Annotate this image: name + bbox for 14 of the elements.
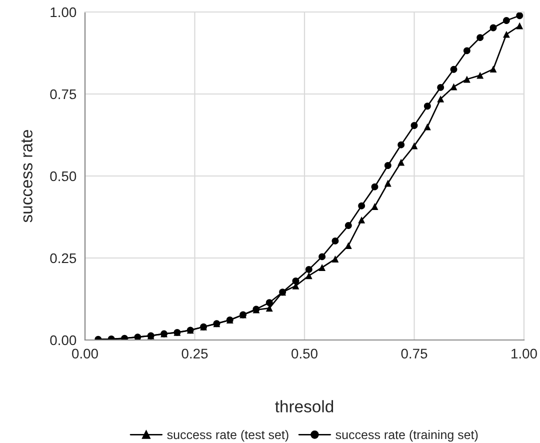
y-tick-label: 0.25 (50, 253, 76, 264)
y-axis-title: success rate (22, 130, 32, 222)
y-tick-label: 1.00 (50, 7, 76, 18)
x-axis-title: thresold (275, 400, 334, 412)
legend-label: success rate (training set) (336, 430, 478, 442)
x-tick-label: 0.75 (401, 348, 428, 359)
x-tick-label: 0.00 (72, 348, 98, 359)
y-tick-label: 0.00 (50, 335, 76, 346)
x-tick-label: 0.25 (182, 348, 208, 359)
legend-label: success rate (test set) (167, 430, 288, 442)
y-tick-label: 0.75 (50, 89, 76, 100)
x-tick-label: 1.00 (512, 348, 537, 359)
x-tick-label: 0.50 (292, 348, 318, 359)
y-tick-label: 0.50 (50, 171, 76, 182)
